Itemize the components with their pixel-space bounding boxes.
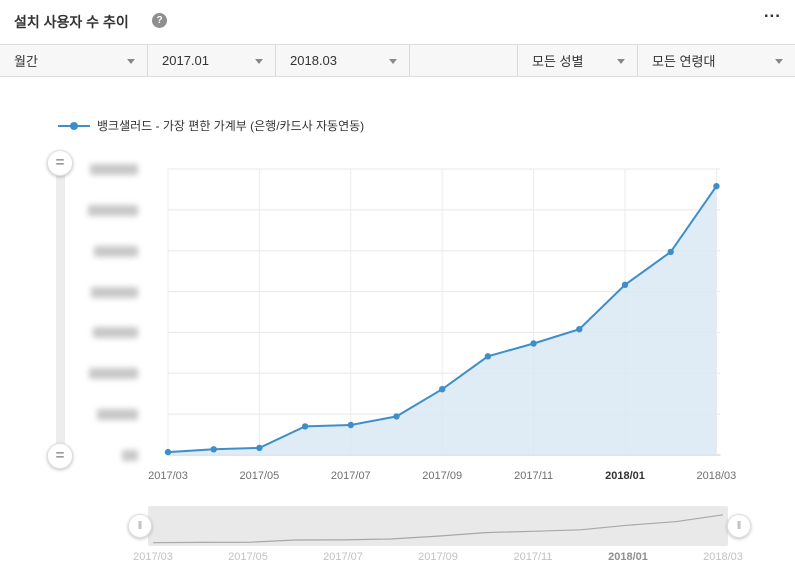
start-date-dropdown[interactable]: 2017.01 [148, 45, 276, 76]
legend-label: 뱅크샐러드 - 가장 편한 가계부 (은행/카드사 자동연동) [97, 119, 365, 133]
nav-handle-left[interactable]: ‖ [128, 514, 152, 538]
x-axis-label: 2017/11 [514, 470, 554, 482]
y-axis-label-redacted [122, 450, 138, 461]
navigator-label: 2017/05 [228, 551, 268, 563]
data-points [164, 183, 720, 456]
gender-value: 모든 성별 [532, 54, 584, 69]
legend-line-marker-icon [58, 121, 90, 130]
y-axis-labels-redacted [86, 0, 138, 585]
y-axis-label-redacted [91, 286, 138, 298]
filter-bar: 월간 2017.01 2018.03 모든 성별 모든 연령대 [0, 44, 795, 77]
gender-dropdown[interactable]: 모든 성별 [518, 45, 638, 76]
y-axis-label-redacted [97, 409, 138, 421]
x-axis-label: 2017/05 [239, 470, 280, 482]
chevron-down-icon [775, 58, 783, 64]
navigator-label: 2018/01 [608, 551, 648, 563]
period-type-value: 월간 [14, 54, 38, 69]
y-axis-label-redacted [89, 368, 138, 380]
y-range-handle-bottom[interactable]: = [47, 443, 73, 469]
legend-item[interactable]: 뱅크샐러드 - 가장 편한 가계부 (은행/카드사 자동연동) [58, 117, 364, 134]
age-group-value: 모든 연령대 [652, 54, 716, 69]
y-axis-label-redacted [88, 204, 138, 216]
filter-bar-spacer [410, 45, 518, 76]
help-icon[interactable]: ? [152, 13, 167, 28]
page-title: 설치 사용자 수 추이 [14, 14, 129, 30]
y-axis-label-redacted [94, 245, 138, 257]
area-fill [168, 186, 717, 455]
line-chart[interactable] [145, 165, 723, 465]
nav-handle-right[interactable]: ‖ [727, 514, 751, 538]
x-axis-label: 2017/07 [330, 470, 371, 482]
y-range-track[interactable] [56, 162, 65, 458]
chevron-down-icon [617, 58, 625, 64]
start-date-value: 2017.01 [162, 53, 209, 68]
y-axis-label-redacted [93, 327, 138, 339]
x-axis-label: 2017/09 [422, 470, 463, 482]
y-range-handle-top[interactable]: = [47, 150, 73, 176]
x-axis-label: 2018/03 [696, 470, 737, 482]
navigator-label: 2017/09 [418, 551, 458, 563]
navigator-label: 2017/07 [323, 551, 363, 563]
end-date-value: 2018.03 [290, 53, 337, 68]
ellipsis-menu-icon[interactable]: ... [763, 2, 781, 21]
chevron-down-icon [255, 58, 263, 64]
x-range-navigator[interactable] [148, 506, 728, 546]
end-date-dropdown[interactable]: 2018.03 [276, 45, 410, 76]
navigator-label: 2017/03 [133, 551, 173, 563]
chevron-down-icon [127, 58, 135, 64]
legend-dot-icon [70, 121, 78, 130]
y-axis-label-redacted [90, 164, 138, 175]
age-group-dropdown[interactable]: 모든 연령대 [638, 45, 795, 76]
panel-header: 설치 사용자 수 추이 ? ... [0, 0, 795, 44]
chevron-down-icon [389, 58, 397, 64]
navigator-sparkline [152, 514, 724, 544]
navigator-label: 2017/11 [513, 551, 553, 563]
navigator-label: 2018/03 [703, 551, 743, 563]
period-type-dropdown[interactable]: 월간 [0, 45, 148, 76]
x-axis-label: 2018/01 [605, 470, 645, 482]
x-axis-label: 2017/03 [148, 470, 188, 482]
